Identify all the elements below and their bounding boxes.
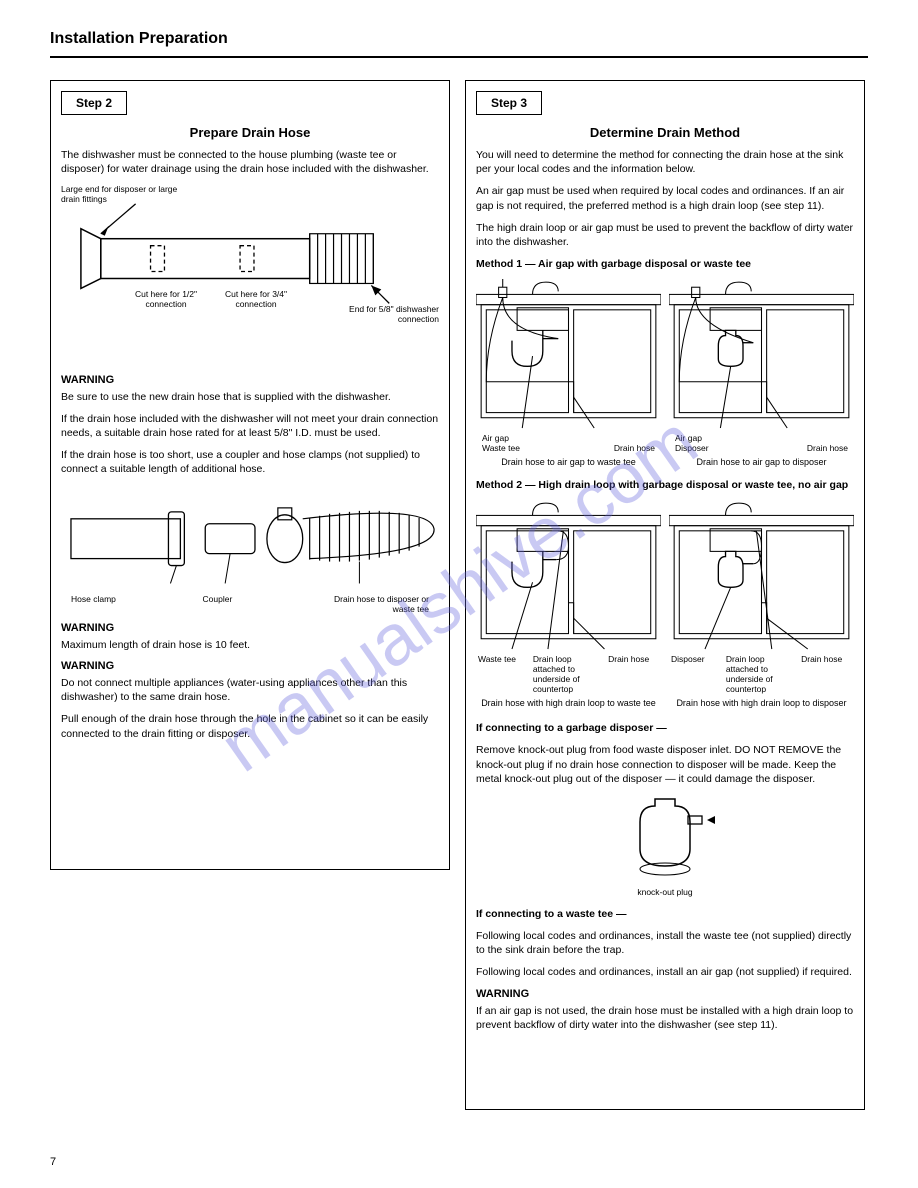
method1-diagram-b xyxy=(669,279,854,433)
step3-warning-body: If an air gap is not used, the drain hos… xyxy=(476,1004,854,1032)
tee-note-title: If connecting to a waste tee — xyxy=(476,907,854,921)
knockout-label: knock-out plug xyxy=(476,887,854,897)
step3-warning-title: WARNING xyxy=(476,988,854,1000)
hose-label-b: End for 5/8" dishwasher connection xyxy=(329,304,439,324)
m1b-airgap: Air gap xyxy=(675,433,702,443)
method2-diagrams: Waste tee Drain loop attached to undersi… xyxy=(476,500,854,709)
method2-diagram-b xyxy=(669,500,854,654)
warning-3-title: WARNING xyxy=(61,660,439,672)
coupler-diagram xyxy=(61,484,439,593)
step3-intro3: The high drain loop or air gap must be u… xyxy=(476,221,854,249)
m2b-loop: Drain loop attached to underside of coun… xyxy=(726,654,797,694)
m2a-wastetee: Waste tee xyxy=(478,654,529,694)
method1-cap-b: Drain hose to air gap to disposer xyxy=(669,457,854,468)
tee-note-2: Following local codes and ordinances, in… xyxy=(476,965,854,979)
step3-panel: Step 3 Determine Drain Method You will n… xyxy=(465,80,865,1110)
hose-body-1: If the drain hose included with the dish… xyxy=(61,412,439,440)
method2-diagram-a xyxy=(476,500,661,654)
m1a-airgap: Air gap xyxy=(482,433,509,443)
warning-2-title: WARNING xyxy=(61,622,439,634)
page-number: 7 xyxy=(50,1156,56,1168)
m1b-disposer: Disposer xyxy=(675,443,709,453)
step3-title: Determine Drain Method xyxy=(476,125,854,140)
method1-diagram-a xyxy=(476,279,661,433)
m2a-loop: Drain loop attached to underside of coun… xyxy=(533,654,604,694)
method2-cap-b: Drain hose with high drain loop to dispo… xyxy=(669,698,854,709)
step2-label: Step 2 xyxy=(61,91,127,115)
m2b-drainhose: Drain hose xyxy=(801,654,852,694)
warning-3-body: Do not connect multiple appliances (wate… xyxy=(61,676,439,704)
coupler-label: Coupler xyxy=(203,594,233,614)
cut-label-1: Cut here for 1/2" connection xyxy=(131,289,201,309)
warning-2-body: Maximum length of drain hose is 10 feet. xyxy=(61,638,439,652)
method1-diagrams: Air gap Waste tee Drain hose Drain hose … xyxy=(476,279,854,468)
step3-intro1: You will need to determine the method fo… xyxy=(476,148,854,176)
hose-body-2: If the drain hose is too short, use a co… xyxy=(61,448,439,476)
warning-1-title: WARNING xyxy=(61,374,439,386)
disposer-knockout-diagram xyxy=(615,794,715,884)
step2-title: Prepare Drain Hose xyxy=(61,125,439,140)
method2-cap-a: Drain hose with high drain loop to waste… xyxy=(476,698,661,709)
hose-label-a: Large end for disposer or large drain fi… xyxy=(61,184,181,204)
cut-label-2: Cut here for 3/4" connection xyxy=(221,289,291,309)
method1-title: Method 1 — Air gap with garbage disposal… xyxy=(476,257,854,271)
drain-hose-label: Drain hose to disposer or waste tee xyxy=(319,594,429,614)
hose-body-3: Pull enough of the drain hose through th… xyxy=(61,712,439,740)
m1a-drainhose: Drain hose xyxy=(614,443,655,453)
tee-note-1: Following local codes and ordinances, in… xyxy=(476,929,854,957)
step2-panel: Step 2 Prepare Drain Hose The dishwasher… xyxy=(50,80,450,870)
page-title: Installation Preparation xyxy=(50,30,228,47)
m1a-wastetee: Waste tee xyxy=(482,443,520,453)
m1b-drainhose: Drain hose xyxy=(807,443,848,453)
step3-label: Step 3 xyxy=(476,91,542,115)
disposer-note: Remove knock-out plug from food waste di… xyxy=(476,743,854,786)
step3-intro2: An air gap must be used when required by… xyxy=(476,184,854,212)
m2b-disposer: Disposer xyxy=(671,654,722,694)
step2-intro: The dishwasher must be connected to the … xyxy=(61,148,439,176)
clamp-label: Hose clamp xyxy=(71,594,116,614)
page-header: Installation Preparation xyxy=(50,30,868,58)
warning-1-body: Be sure to use the new drain hose that i… xyxy=(61,390,439,404)
disposer-note-title: If connecting to a garbage disposer — xyxy=(476,721,854,735)
m2a-drainhose: Drain hose xyxy=(608,654,659,694)
method1-cap-a: Drain hose to air gap to waste tee xyxy=(476,457,661,468)
method2-title: Method 2 — High drain loop with garbage … xyxy=(476,478,854,492)
